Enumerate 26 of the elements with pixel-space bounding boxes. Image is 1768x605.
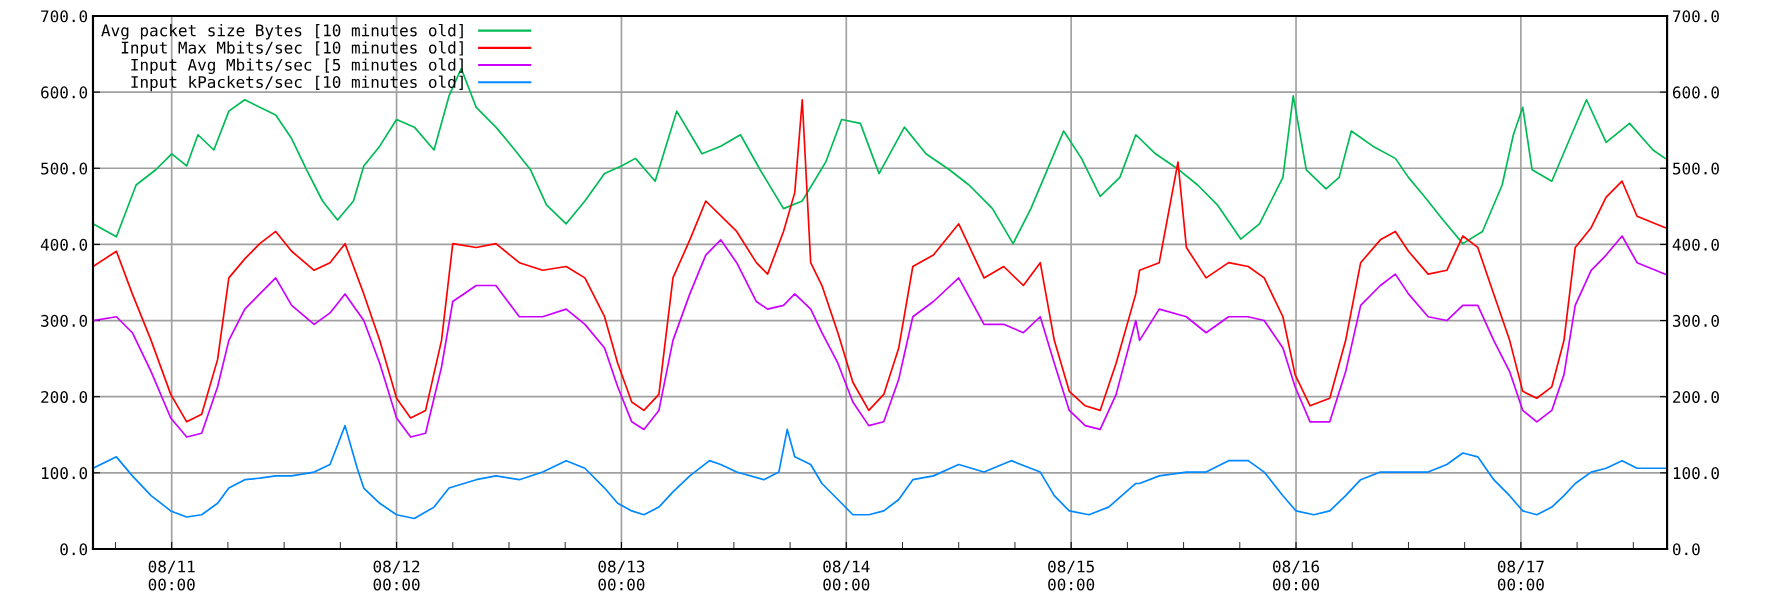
x-tick-label: 08/15 00:00 (1048, 560, 1095, 591)
legend-label: Input Avg Mbits/sec [5 minutes old] (131, 58, 463, 74)
x-tick-label: 08/12 00:00 (373, 560, 420, 591)
x-tick-label: 08/11 00:00 (148, 560, 195, 591)
y2-tick-label: 100.0 (1673, 467, 1719, 480)
y2-tick-label: 500.0 (1673, 162, 1719, 175)
y2-tick-label: 200.0 (1673, 390, 1719, 404)
y-tick-label: 500.0 (41, 162, 88, 175)
y2-tick-label: 0.0 (1672, 543, 1700, 556)
y2-tick-label: 300.0 (1672, 314, 1719, 327)
y2-tick-label: 600.0 (1672, 86, 1719, 99)
y-tick-label: 400.0 (40, 238, 88, 251)
y-tick-label: 600.0 (41, 86, 88, 99)
y-tick-label: 200.0 (41, 390, 88, 404)
y2-tick-label: 400.0 (1672, 238, 1719, 251)
y-tick-label: 300.0 (41, 314, 88, 327)
x-tick-label: 08/16 00:00 (1273, 560, 1320, 591)
y-tick-label: 100.0 (41, 467, 88, 480)
legend-label: Input Max Mbits/sec [10 minutes old] (121, 41, 463, 57)
y-tick-label: 0.0 (60, 543, 88, 556)
y2-tick-label: 700.0 (1672, 10, 1719, 23)
y-tick-label: 700.0 (41, 10, 88, 23)
x-tick-label: 08/17 00:00 (1497, 560, 1544, 591)
x-tick-label: 08/13 00:00 (598, 560, 645, 591)
legend-label: Avg packet size Bytes [10 minutes old] (101, 23, 463, 40)
x-tick-label: 08/14 00:00 (823, 560, 870, 591)
